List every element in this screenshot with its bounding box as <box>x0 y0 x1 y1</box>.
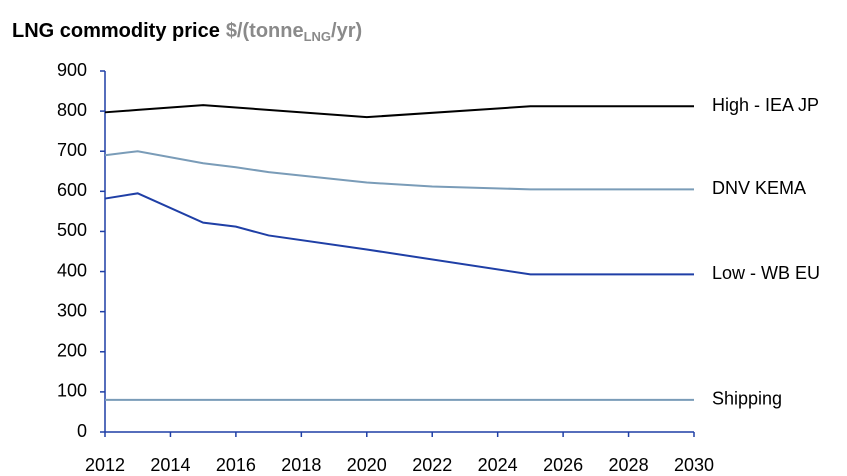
series-label: Shipping <box>712 389 782 409</box>
x-tick-label: 2012 <box>85 455 125 475</box>
unit-prefix: $/(tonne <box>226 20 304 42</box>
x-tick-label: 2014 <box>150 455 190 475</box>
series-line <box>104 192 694 276</box>
y-tick-label: 700 <box>57 140 87 160</box>
y-tick-label: 300 <box>57 300 87 320</box>
y-tick-label: 900 <box>57 60 87 80</box>
x-tick-label: 2020 <box>347 455 387 475</box>
series-label: Low - WB EU <box>712 263 820 283</box>
x-tick-label: 2024 <box>478 455 518 475</box>
y-tick-label: 100 <box>57 381 87 401</box>
series-label: DNV KEMA <box>712 178 806 198</box>
unit-subscript: LNG <box>304 29 331 44</box>
unit-suffix: /yr) <box>331 20 362 42</box>
x-tick-label: 2028 <box>609 455 649 475</box>
x-tick-label: 2026 <box>543 455 583 475</box>
y-tick-label: 0 <box>77 421 87 441</box>
x-tick-label: 2018 <box>281 455 321 475</box>
series-line <box>104 150 694 191</box>
x-tick-label: 2030 <box>674 455 714 475</box>
series-label: High - IEA JP <box>712 95 819 115</box>
y-tick-label: 600 <box>57 180 87 200</box>
x-tick-label: 2016 <box>216 455 256 475</box>
y-tick-label: 400 <box>57 260 87 280</box>
chart-title: LNG commodity price $/(tonneLNG/yr) <box>12 20 362 44</box>
y-tick-label: 200 <box>57 341 87 361</box>
y-tick-label: 500 <box>57 220 87 240</box>
x-tick-label: 2022 <box>412 455 452 475</box>
y-tick-label: 800 <box>57 100 87 120</box>
series-line <box>104 104 694 119</box>
title-main: LNG commodity price <box>12 20 220 42</box>
